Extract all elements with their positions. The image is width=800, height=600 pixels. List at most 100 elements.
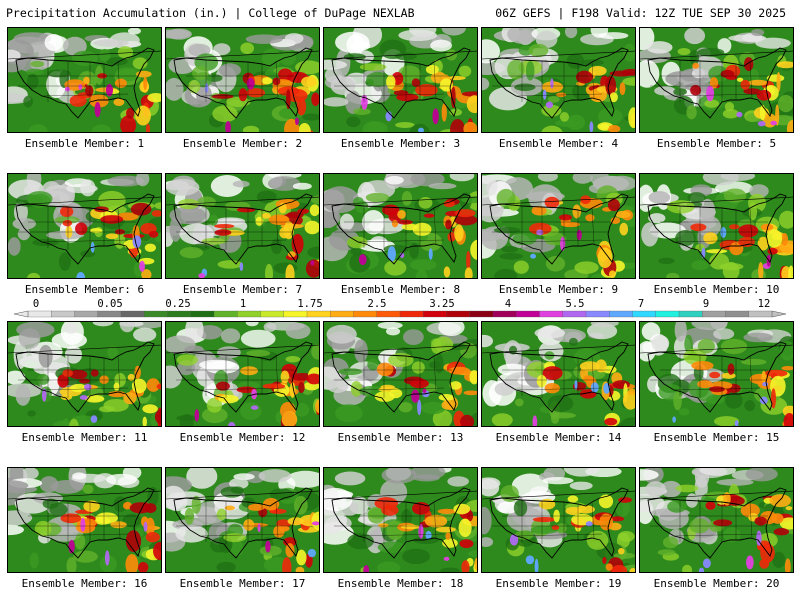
product-title: Precipitation Accumulation (in.) | Colle… xyxy=(6,6,415,20)
precip-map-svg xyxy=(482,174,635,278)
member-caption: Ensemble Member: 19 xyxy=(495,577,622,590)
colorbar-swatch xyxy=(190,310,215,318)
member-caption: Ensemble Member: 12 xyxy=(179,431,306,444)
member-caption: Ensemble Member: 20 xyxy=(653,577,780,590)
precip-map xyxy=(481,467,636,573)
colorbar-swatch xyxy=(562,310,587,318)
precip-map xyxy=(7,467,162,573)
colorbar-swatch xyxy=(609,310,633,318)
precip-map xyxy=(639,321,794,427)
ensemble-member-panel: Ensemble Member: 18 xyxy=(323,467,478,590)
colorbar-swatch xyxy=(27,310,52,318)
precip-map xyxy=(481,27,636,133)
member-caption: Ensemble Member: 9 xyxy=(498,283,619,296)
colorbar-tick-label: 0.05 xyxy=(97,298,123,310)
colorbar-svg xyxy=(13,310,787,318)
precip-map xyxy=(639,27,794,133)
precip-map xyxy=(165,173,320,279)
precip-map-svg xyxy=(324,174,477,278)
ensemble-member-panel: Ensemble Member: 15 xyxy=(639,321,794,444)
colorbar-tick-label: 4 xyxy=(504,298,512,310)
colorbar-swatch xyxy=(399,310,424,318)
ensemble-member-panel: Ensemble Member: 4 xyxy=(481,27,636,150)
colorbar-tick-label: 9 xyxy=(702,298,710,310)
colorbar-swatch xyxy=(237,310,261,318)
colorbar-swatch xyxy=(632,310,657,318)
colorbar-swatch xyxy=(51,310,75,318)
colorbar-swatch xyxy=(306,310,331,318)
colorbar-swatch xyxy=(330,310,354,318)
precip-map xyxy=(639,467,794,573)
colorbar-swatch xyxy=(97,310,122,318)
precip-map-svg xyxy=(8,28,161,132)
member-caption: Ensemble Member: 7 xyxy=(182,283,303,296)
member-caption: Ensemble Member: 13 xyxy=(337,431,464,444)
precip-map xyxy=(323,27,478,133)
precip-map xyxy=(481,173,636,279)
colorbar-tick-label: 12 xyxy=(757,298,771,310)
precip-map xyxy=(7,173,162,279)
member-caption: Ensemble Member: 15 xyxy=(653,431,780,444)
ensemble-member-panel: Ensemble Member: 17 xyxy=(165,467,320,590)
colorbar-swatch xyxy=(516,310,540,318)
colorbar-swatch xyxy=(376,310,401,318)
precip-map-svg xyxy=(482,28,635,132)
ensemble-member-panel: Ensemble Member: 1 xyxy=(7,27,162,150)
precip-map xyxy=(639,173,794,279)
colorbar-swatch xyxy=(585,310,610,318)
colorbar-swatch xyxy=(74,310,99,318)
ensemble-member-panel: Ensemble Member: 7 xyxy=(165,173,320,296)
precip-map-svg xyxy=(640,468,793,572)
precip-map xyxy=(323,321,478,427)
precip-map-svg xyxy=(8,468,161,572)
colorbar-max-arrow xyxy=(771,310,787,318)
ensemble-member-panel: Ensemble Member: 20 xyxy=(639,467,794,590)
precip-map-svg xyxy=(482,322,635,426)
ensemble-member-panel: Ensemble Member: 10 xyxy=(639,173,794,296)
ensemble-member-panel: Ensemble Member: 9 xyxy=(481,173,636,296)
ensemble-member-panel: Ensemble Member: 13 xyxy=(323,321,478,444)
member-caption: Ensemble Member: 3 xyxy=(340,137,461,150)
precip-map xyxy=(7,27,162,133)
colorbar-tick-label: 2.5 xyxy=(367,298,387,310)
colorbar-tick-label: 5.5 xyxy=(565,298,585,310)
ensemble-member-panel: Ensemble Member: 19 xyxy=(481,467,636,590)
precip-map xyxy=(481,321,636,427)
colorbar-swatch xyxy=(702,310,726,318)
member-caption: Ensemble Member: 4 xyxy=(498,137,619,150)
colorbar-min-arrow xyxy=(13,310,29,318)
colorbar-tick-label: 1 xyxy=(239,298,247,310)
precip-map-svg xyxy=(640,28,793,132)
precip-map-svg xyxy=(640,174,793,278)
colorbar-swatch xyxy=(283,310,308,318)
member-caption: Ensemble Member: 16 xyxy=(21,577,148,590)
ensemble-member-panel: Ensemble Member: 6 xyxy=(7,173,162,296)
member-caption: Ensemble Member: 14 xyxy=(495,431,622,444)
colorbar-swatch xyxy=(260,310,285,318)
precip-map xyxy=(165,321,320,427)
colorbar-swatch xyxy=(748,310,773,318)
precip-map-svg xyxy=(166,28,319,132)
colorbar-swatch xyxy=(446,310,471,318)
member-caption: Ensemble Member: 6 xyxy=(24,283,145,296)
precip-map-svg xyxy=(166,322,319,426)
colorbar-swatch xyxy=(423,310,447,318)
colorbar-swatch xyxy=(725,310,750,318)
colorbar-swatch xyxy=(213,310,238,318)
member-caption: Ensemble Member: 18 xyxy=(337,577,464,590)
colorbar-swatch xyxy=(655,310,680,318)
precip-map xyxy=(7,321,162,427)
colorbar-tick-label: 0.25 xyxy=(165,298,191,310)
precip-map-svg xyxy=(8,174,161,278)
ensemble-member-panel: Ensemble Member: 2 xyxy=(165,27,320,150)
colorbar-swatch xyxy=(353,310,378,318)
colorbar-swatch xyxy=(120,310,145,318)
precip-map xyxy=(323,467,478,573)
ensemble-member-panel: Ensemble Member: 12 xyxy=(165,321,320,444)
precip-map-svg xyxy=(166,468,319,572)
precip-map xyxy=(165,467,320,573)
member-caption: Ensemble Member: 2 xyxy=(182,137,303,150)
ensemble-member-panel: Ensemble Member: 8 xyxy=(323,173,478,296)
precip-map xyxy=(323,173,478,279)
